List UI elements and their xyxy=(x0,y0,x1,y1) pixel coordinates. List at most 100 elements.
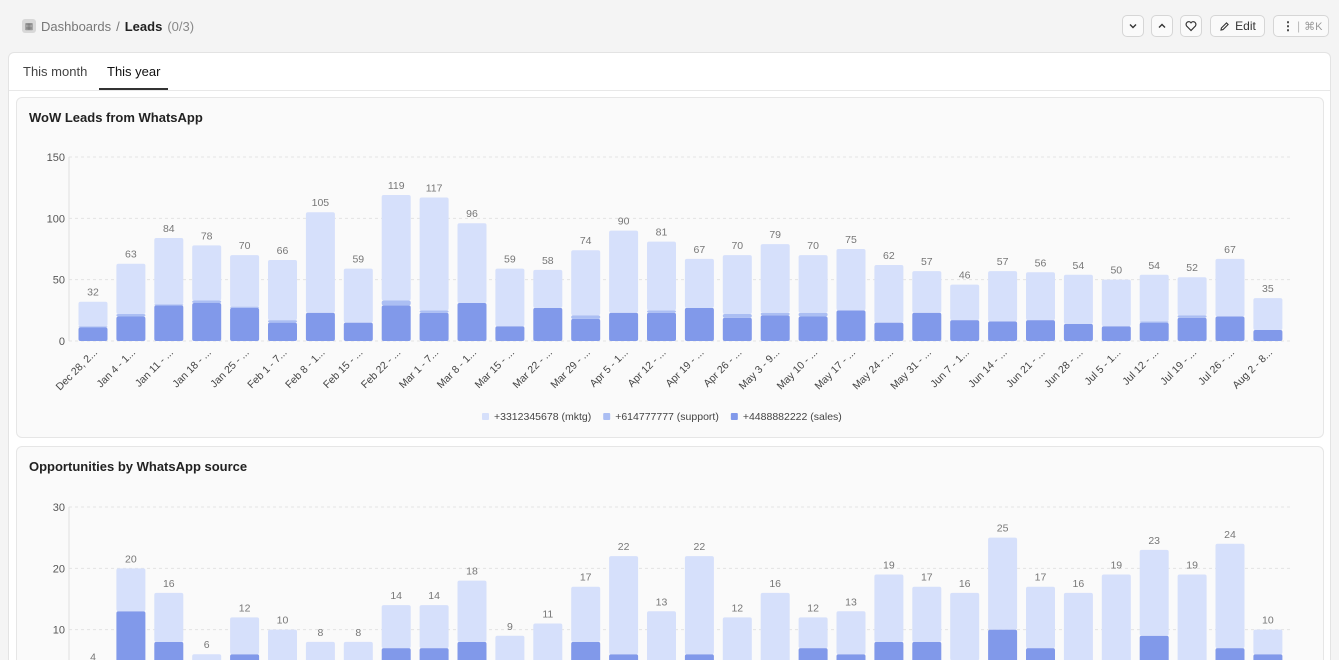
bar-segment xyxy=(760,312,790,316)
bar-segment xyxy=(798,617,828,649)
data-label: 63 xyxy=(125,249,137,261)
x-tick-label: Jul 19 - ... xyxy=(1158,347,1199,388)
bar-segment xyxy=(381,648,411,660)
bar-segment xyxy=(798,648,828,660)
data-label: 18 xyxy=(466,566,478,578)
bar-segment xyxy=(1253,329,1283,341)
x-tick-label: Jun 28 - ... xyxy=(1042,347,1086,391)
y-tick-label: 50 xyxy=(53,275,65,287)
bar-segment xyxy=(1026,320,1055,341)
bar-segment xyxy=(116,568,146,612)
data-label: 11 xyxy=(542,609,553,621)
bar-segment xyxy=(343,322,373,341)
tab-this-month[interactable]: This month xyxy=(23,64,88,79)
bar-segment xyxy=(609,230,639,313)
data-label: 70 xyxy=(807,240,819,252)
bar-segment xyxy=(305,212,335,313)
bar-segment xyxy=(684,307,714,341)
breadcrumb-dashboards-link[interactable]: Dashboards xyxy=(41,18,112,34)
data-label: 22 xyxy=(618,541,630,553)
y-tick-label: 20 xyxy=(53,563,65,575)
data-label: 20 xyxy=(125,553,137,565)
bar-segment xyxy=(192,302,222,341)
data-label: 78 xyxy=(201,230,213,242)
legend-swatch xyxy=(730,413,738,420)
bar-segment xyxy=(305,641,335,660)
command-menu-button[interactable]: ⋮ | ⌘K xyxy=(1273,15,1329,37)
shortcut-label: ⌘K xyxy=(1304,20,1323,33)
edit-button[interactable]: Edit xyxy=(1210,15,1265,37)
bar-segment xyxy=(1215,316,1245,341)
bar-segment xyxy=(381,195,411,301)
bar-segment xyxy=(1177,315,1207,318)
data-label: 24 xyxy=(1224,529,1236,541)
bar-segment xyxy=(1253,298,1283,330)
x-tick-label: Mar 15 - ... xyxy=(473,347,517,391)
data-label: 62 xyxy=(883,250,895,262)
bar-segment xyxy=(1139,321,1169,323)
bar-segment xyxy=(760,244,790,313)
bar-segment xyxy=(192,654,222,660)
bar-segment xyxy=(988,321,1018,341)
data-label: 19 xyxy=(1186,559,1198,571)
chevron-up-icon xyxy=(1158,23,1166,28)
data-label: 90 xyxy=(618,216,630,228)
bar-segment xyxy=(647,310,676,313)
data-label: 56 xyxy=(1035,257,1047,269)
x-tick-label: Apr 12 - ... xyxy=(625,347,668,390)
data-label: 13 xyxy=(656,596,668,608)
bar-segment xyxy=(722,617,752,660)
data-label: 50 xyxy=(1110,265,1122,277)
data-label: 74 xyxy=(580,235,592,247)
bar-segment xyxy=(722,317,752,341)
bar-segment xyxy=(874,322,904,341)
chevron-down-button[interactable] xyxy=(1122,15,1144,37)
bar-segment xyxy=(798,255,828,313)
tab-bar: This month This year xyxy=(9,53,1330,91)
x-tick-label: Feb 22 - ... xyxy=(359,347,403,391)
bar-segment xyxy=(343,268,373,323)
bar-segment xyxy=(533,269,563,308)
data-label: 54 xyxy=(1073,260,1085,272)
bar-segment xyxy=(495,326,525,341)
bar-segment xyxy=(1215,258,1245,317)
bar-segment xyxy=(78,301,108,327)
tab-this-year[interactable]: This year xyxy=(99,64,169,90)
y-tick-label: 100 xyxy=(47,213,65,225)
data-label: 19 xyxy=(1110,559,1122,571)
x-tick-label: Mar 8 - 1... xyxy=(435,347,479,391)
data-label: 22 xyxy=(694,541,706,553)
data-label: 16 xyxy=(769,578,781,590)
data-label: 96 xyxy=(466,208,478,220)
bar-segment xyxy=(457,302,487,341)
top-bar: ▦ Dashboards / Leads (0/3) Edit ⋮ | ⌘K xyxy=(0,0,1339,52)
legend-swatch xyxy=(603,413,611,420)
bar-segment xyxy=(192,300,222,303)
x-tick-label: Dec 28, 2... xyxy=(54,347,100,393)
dashboard-panel: This month This year WoW Leads from What… xyxy=(8,52,1331,660)
x-tick-label: Mar 29 - ... xyxy=(548,347,592,391)
data-label: 58 xyxy=(542,255,554,267)
data-label: 75 xyxy=(845,234,857,246)
data-label: 67 xyxy=(694,244,706,256)
x-tick-label: Feb 1 - 7... xyxy=(245,347,289,391)
bar-segment xyxy=(836,654,866,660)
data-label: 84 xyxy=(163,223,175,235)
chevron-up-button[interactable] xyxy=(1151,15,1173,37)
bar-segment xyxy=(1101,574,1131,660)
bar-segment xyxy=(950,320,980,341)
bar-segment xyxy=(230,617,260,655)
bar-segment xyxy=(1177,317,1207,341)
y-tick-label: 150 xyxy=(47,152,65,164)
data-label: 19 xyxy=(883,559,895,571)
data-label: 12 xyxy=(239,602,251,614)
favorite-button[interactable] xyxy=(1180,15,1202,37)
bar-segment xyxy=(419,312,449,341)
data-label: 13 xyxy=(845,596,857,608)
opportunities-chart: 30 20 10 4 20 16 6 12 10 8 8 14 14 18 9 11 17 22 13 22 12 16 1… xyxy=(53,502,1293,660)
data-label: 57 xyxy=(997,256,1009,268)
bar-segment xyxy=(305,312,335,341)
bar-segment xyxy=(609,556,639,655)
bar-segment xyxy=(1253,629,1283,655)
bar-segment xyxy=(381,300,411,306)
